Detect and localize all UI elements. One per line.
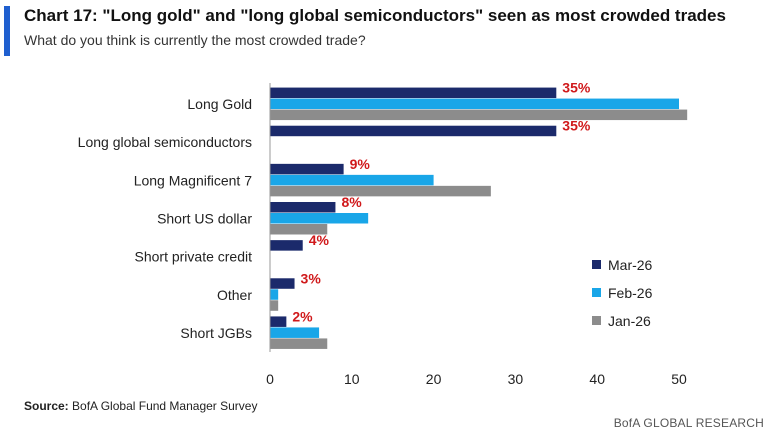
legend-label: Jan-26 bbox=[608, 313, 651, 329]
legend-label: Feb-26 bbox=[608, 285, 653, 301]
category-label: Long Gold bbox=[187, 96, 252, 112]
bar-mar-26 bbox=[270, 87, 557, 99]
bar-jan-26 bbox=[270, 224, 328, 235]
chart-title: Chart 17: "Long gold" and "long global s… bbox=[24, 6, 726, 25]
bar-mar-26 bbox=[270, 125, 557, 137]
category-label: Long Magnificent 7 bbox=[134, 172, 253, 188]
x-tick-label: 40 bbox=[589, 371, 605, 387]
category-label: Long global semiconductors bbox=[78, 134, 252, 150]
source-text: BofA Global Fund Manager Survey bbox=[72, 399, 258, 413]
brand-mark: BofA GLOBAL RESEARCH bbox=[613, 416, 764, 430]
data-label: 2% bbox=[292, 308, 313, 324]
legend-label: Mar-26 bbox=[608, 257, 653, 273]
chart-subtitle: What do you think is currently the most … bbox=[24, 32, 366, 48]
x-tick-label: 0 bbox=[266, 371, 274, 387]
source-label: Source: bbox=[24, 399, 69, 413]
bar-mar-26 bbox=[270, 202, 336, 213]
data-label: 35% bbox=[562, 80, 591, 96]
bar-mar-26 bbox=[270, 163, 344, 175]
bar-feb-26 bbox=[270, 98, 679, 110]
x-tick-label: 20 bbox=[426, 371, 442, 387]
bar-feb-26 bbox=[270, 289, 279, 300]
data-label: 9% bbox=[350, 156, 371, 172]
x-tick-label: 10 bbox=[344, 371, 360, 387]
bar-mar-26 bbox=[270, 316, 287, 327]
data-label: 8% bbox=[341, 194, 362, 210]
category-label: Short private credit bbox=[135, 249, 253, 265]
legend-swatch bbox=[592, 316, 601, 325]
bar-feb-26 bbox=[270, 213, 369, 224]
bar-feb-26 bbox=[270, 327, 320, 338]
data-label: 35% bbox=[562, 118, 591, 134]
bar-jan-26 bbox=[270, 338, 328, 349]
bar-jan-26 bbox=[270, 300, 279, 311]
bar-mar-26 bbox=[270, 240, 303, 251]
data-label: 3% bbox=[301, 270, 322, 286]
category-label: Short US dollar bbox=[157, 211, 252, 227]
legend-swatch bbox=[592, 288, 601, 297]
category-label: Other bbox=[217, 287, 252, 303]
bar-jan-26 bbox=[270, 185, 491, 197]
bar-feb-26 bbox=[270, 174, 434, 186]
data-label: 4% bbox=[309, 232, 330, 248]
category-label: Short JGBs bbox=[180, 325, 252, 341]
legend-swatch bbox=[592, 260, 601, 269]
bar-jan-26 bbox=[270, 109, 688, 121]
bar-mar-26 bbox=[270, 278, 295, 289]
x-tick-label: 30 bbox=[508, 371, 524, 387]
title-accent-bar bbox=[4, 6, 10, 56]
x-tick-label: 50 bbox=[671, 371, 687, 387]
source-note: Source: BofA Global Fund Manager Survey bbox=[24, 399, 257, 413]
